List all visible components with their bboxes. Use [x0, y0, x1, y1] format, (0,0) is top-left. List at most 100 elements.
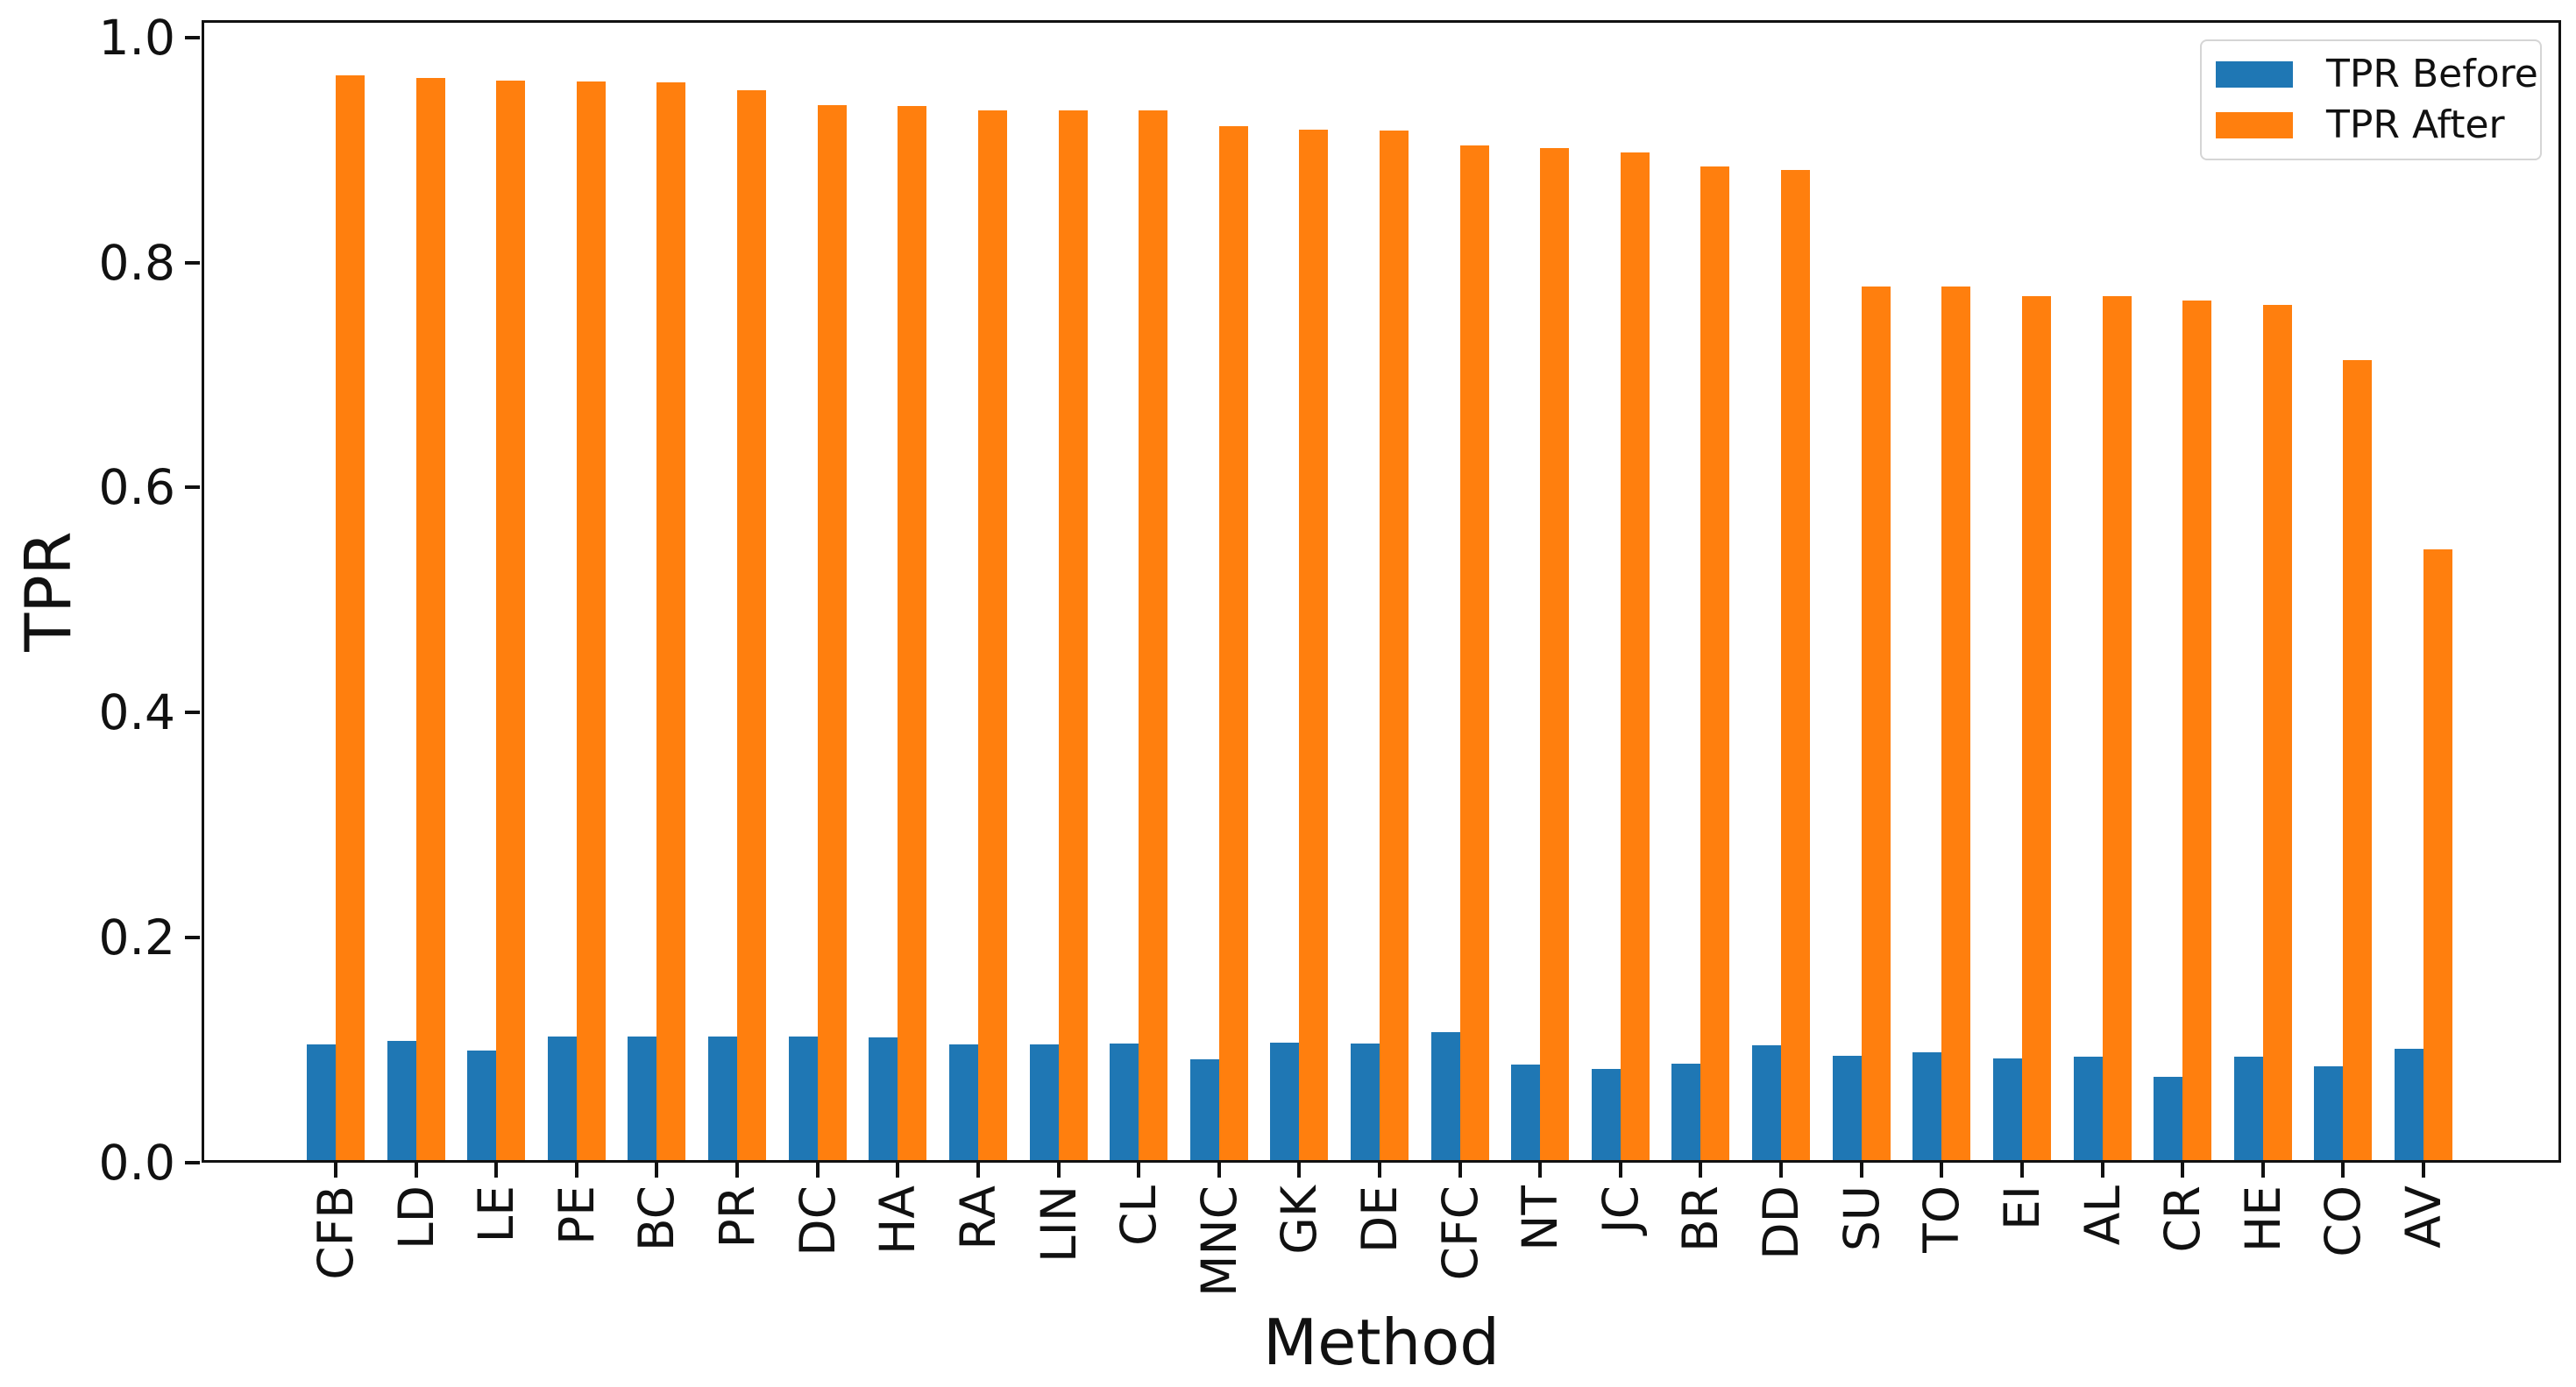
x-tick-label-nt: NT: [1512, 1185, 1568, 1251]
bar-before-le: [467, 1051, 496, 1163]
bar-after-br: [1700, 166, 1729, 1163]
y-tick-1.0: [185, 36, 200, 39]
x-tick-label-bc: BC: [628, 1185, 685, 1252]
x-tick-pr: [735, 1163, 739, 1178]
x-tick-mnc: [1217, 1163, 1221, 1178]
bar-after-ld: [416, 78, 445, 1163]
bar-after-av: [2423, 549, 2452, 1163]
bar-before-to: [1912, 1052, 1941, 1163]
x-tick-lin: [1057, 1163, 1061, 1178]
bar-before-bc: [628, 1037, 656, 1163]
x-tick-label-co: CO: [2315, 1185, 2371, 1257]
bar-after-pr: [737, 90, 766, 1163]
bar-before-he: [2234, 1057, 2263, 1163]
legend-entry-tpr-before: TPR Before: [2216, 53, 2540, 96]
y-tick-label-0.0: 0.0: [98, 1135, 175, 1191]
legend-swatch-tpr-before: [2216, 61, 2293, 88]
x-tick-label-al: AL: [2075, 1185, 2131, 1246]
x-tick-le: [494, 1163, 498, 1178]
x-tick-cfb: [334, 1163, 337, 1178]
bar-after-ei: [2022, 296, 2051, 1163]
bar-before-gk: [1270, 1043, 1299, 1163]
legend-label-tpr-before: TPR Before: [2326, 52, 2538, 96]
x-tick-label-cfb: CFB: [308, 1185, 364, 1280]
bar-after-ra: [978, 110, 1007, 1163]
x-tick-label-jc: JC: [1593, 1185, 1649, 1234]
x-tick-ei: [2020, 1163, 2024, 1178]
x-tick-su: [1860, 1163, 1863, 1178]
bar-after-su: [1862, 287, 1891, 1163]
y-tick-label-0.8: 0.8: [98, 235, 175, 291]
bar-before-al: [2074, 1057, 2103, 1163]
x-tick-pe: [575, 1163, 578, 1178]
x-tick-label-ei: EI: [1994, 1185, 2050, 1230]
x-tick-label-to: TO: [1913, 1185, 1969, 1253]
x-tick-label-ra: RA: [950, 1185, 1006, 1250]
x-tick-label-cr: CR: [2154, 1185, 2211, 1253]
bar-after-cl: [1139, 110, 1167, 1163]
y-tick-0.0: [185, 1161, 200, 1164]
bar-after-co: [2343, 360, 2372, 1163]
bar-after-cfb: [336, 75, 365, 1163]
bar-before-dc: [789, 1037, 818, 1163]
x-tick-label-de: DE: [1352, 1185, 1408, 1254]
x-tick-al: [2101, 1163, 2104, 1178]
bar-before-de: [1351, 1044, 1380, 1163]
x-axis-title: Method: [1262, 1306, 1501, 1379]
x-tick-label-ld: LD: [388, 1185, 444, 1249]
bar-after-to: [1941, 287, 1970, 1163]
x-tick-label-lin: LIN: [1031, 1185, 1087, 1263]
bar-before-jc: [1592, 1069, 1621, 1163]
x-tick-label-dc: DC: [790, 1185, 846, 1256]
x-tick-label-le: LE: [468, 1185, 524, 1243]
x-tick-ra: [976, 1163, 980, 1178]
x-tick-label-av: AV: [2395, 1185, 2452, 1249]
x-tick-dc: [816, 1163, 820, 1178]
bar-before-ha: [869, 1037, 898, 1163]
bar-after-dd: [1781, 170, 1810, 1163]
legend: TPR Before TPR After: [2200, 39, 2542, 160]
x-tick-nt: [1538, 1163, 1542, 1178]
x-tick-cfc: [1458, 1163, 1462, 1178]
bar-before-dd: [1752, 1045, 1781, 1163]
bar-before-cr: [2154, 1077, 2182, 1163]
bar-after-dc: [818, 105, 847, 1163]
bar-before-nt: [1511, 1065, 1540, 1163]
bar-after-al: [2103, 296, 2132, 1163]
bar-before-pe: [548, 1037, 577, 1163]
bar-after-gk: [1299, 130, 1328, 1163]
bar-after-bc: [656, 82, 685, 1163]
bar-before-av: [2395, 1049, 2423, 1163]
y-tick-label-0.6: 0.6: [98, 459, 175, 515]
x-tick-to: [1940, 1163, 1943, 1178]
x-tick-cr: [2181, 1163, 2184, 1178]
y-tick-0.6: [185, 485, 200, 489]
legend-entry-tpr-after: TPR After: [2216, 104, 2540, 146]
x-tick-av: [2422, 1163, 2425, 1178]
bar-after-cfc: [1460, 145, 1489, 1163]
x-tick-he: [2261, 1163, 2265, 1178]
bar-before-lin: [1030, 1044, 1059, 1163]
x-tick-label-gk: GK: [1271, 1185, 1327, 1255]
x-tick-co: [2341, 1163, 2345, 1178]
legend-label-tpr-after: TPR After: [2326, 103, 2505, 147]
x-tick-label-mnc: MNC: [1191, 1185, 1247, 1297]
x-tick-label-dd: DD: [1753, 1185, 1809, 1260]
x-tick-label-su: SU: [1834, 1185, 1890, 1252]
y-tick-0.2: [185, 936, 200, 939]
bar-before-mnc: [1190, 1059, 1219, 1163]
bar-before-ei: [1993, 1058, 2022, 1163]
bar-before-cfb: [307, 1044, 336, 1163]
legend-swatch-tpr-after: [2216, 112, 2293, 138]
x-tick-bc: [655, 1163, 658, 1178]
bar-after-pe: [577, 81, 606, 1163]
y-tick-label-1.0: 1.0: [98, 10, 175, 66]
bar-before-br: [1671, 1064, 1700, 1163]
y-tick-0.4: [185, 711, 200, 714]
bar-after-jc: [1621, 152, 1650, 1163]
x-tick-label-cfc: CFC: [1432, 1185, 1488, 1281]
y-tick-label-0.2: 0.2: [98, 909, 175, 966]
y-tick-0.8: [185, 261, 200, 265]
bar-before-cl: [1110, 1044, 1139, 1163]
